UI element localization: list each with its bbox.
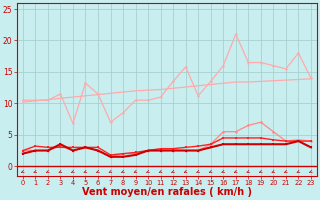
X-axis label: Vent moyen/en rafales ( km/h ): Vent moyen/en rafales ( km/h ) — [82, 187, 252, 197]
